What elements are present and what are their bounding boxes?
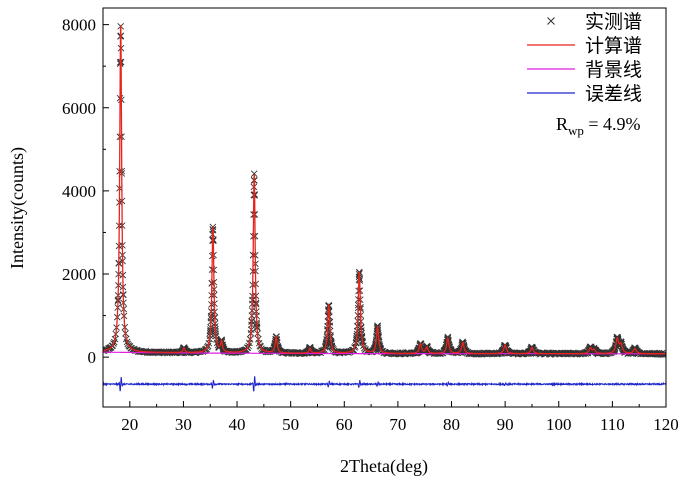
x-axis-label: 2Theta(deg) (340, 456, 428, 477)
axis-ticks: 20 30 40 50 60 70 80 90 100 110 120 0 2000 4000 6000 80… (62, 16, 679, 434)
series-observed (103, 23, 666, 358)
x-tick-label: 20 (121, 415, 138, 434)
plot-area (103, 23, 666, 392)
series-difference-line (103, 376, 666, 392)
legend-entry-background: 背景线 (585, 59, 642, 81)
x-tick-label: 90 (497, 415, 514, 434)
series-calculated-line (103, 25, 666, 355)
y-tick-label: 6000 (62, 99, 96, 118)
rwp-value: = 4.9% (584, 114, 641, 134)
x-tick-label: 30 (175, 415, 192, 434)
y-tick-label: 2000 (62, 265, 96, 284)
x-tick-label: 70 (389, 415, 406, 434)
observed-point (621, 349, 629, 356)
x-tick-label: 80 (443, 415, 460, 434)
x-tick-label: 100 (546, 415, 572, 434)
x-tick-label: 50 (282, 415, 299, 434)
legend: 实测谱 计算谱 背景线 误差线 (527, 11, 642, 105)
x-tick-label: 120 (653, 415, 679, 434)
y-tick-label: 4000 (62, 182, 96, 201)
x-tick-label: 60 (336, 415, 353, 434)
x-tick-label: 40 (229, 415, 246, 434)
observed-point (661, 351, 666, 358)
observed-point (250, 170, 258, 178)
rwp-subscript: wp (568, 123, 584, 138)
legend-entry-difference: 误差线 (585, 83, 642, 105)
legend-entry-calculated: 计算谱 (585, 35, 642, 57)
legend-entry-observed: 实测谱 (585, 11, 642, 33)
rwp-main: R (556, 114, 568, 134)
legend-swatch-observed (547, 17, 555, 25)
plot-frame (102, 7, 667, 408)
y-tick-label: 0 (88, 348, 97, 367)
y-tick-label: 8000 (62, 16, 96, 35)
x-tick-label: 110 (600, 415, 625, 434)
rwp-annotation: Rwp = 4.9% (556, 114, 641, 138)
y-axis-label: Intensity(counts) (7, 147, 28, 269)
